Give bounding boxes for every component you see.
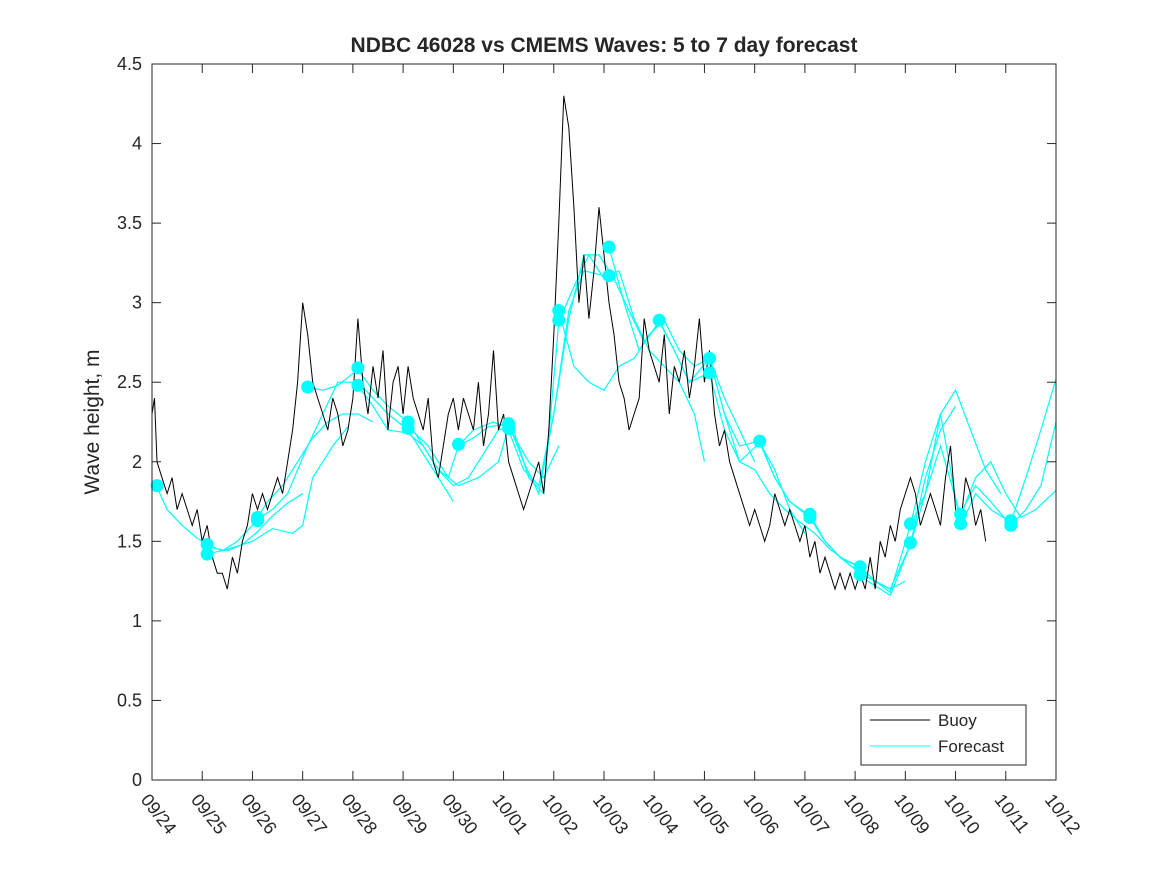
forecast-marker [954,507,968,521]
forecast-line-17 [909,378,1057,528]
forecast-marker [602,269,616,283]
legend-forecast-label: Forecast [938,737,1004,756]
forecast-line-2 [206,413,374,552]
forecast-marker [853,568,867,582]
buoy-line-group [151,95,987,591]
plot-area [150,63,1057,781]
forecast-marker [251,514,264,528]
forecast-marker [401,421,415,435]
forecast-marker [954,517,968,531]
forecast-marker [602,240,616,254]
forecast-marker [903,517,917,531]
forecast-marker [552,313,566,327]
y-axis-label: Wave height, m [81,349,104,494]
buoy-line [151,95,987,591]
y-tick-label: 2 [132,452,142,472]
y-tick-label: 1 [132,611,142,631]
forecast-marker [652,313,666,327]
y-axis: 0 0.5 1 1.5 2 2.5 3 3.5 4 4.5 [117,54,1056,790]
forecast-marker [703,366,716,380]
forecast-marker [351,361,365,375]
y-tick-label: 3.5 [117,213,142,233]
forecast-marker [200,547,214,561]
forecast-marker [552,304,566,318]
forecast-marker [150,479,164,493]
legend: Buoy Forecast [860,704,1027,766]
forecast-marker [803,511,817,524]
forecast-marker [351,378,365,392]
forecast-marker [703,351,716,365]
legend-box [860,704,1027,766]
y-tick-label: 4 [132,134,142,154]
forecast-marker [903,536,917,550]
forecast-line-3 [207,426,349,555]
forecast-marker [502,421,516,435]
forecast-line-1 [156,486,304,552]
y-tick-label: 0.5 [117,690,142,710]
forecast-line-10 [558,310,756,463]
y-tick-label: 0 [132,770,142,790]
legend-buoy-label: Buoy [938,711,977,730]
y-tick-label: 4.5 [117,54,142,74]
forecast-marker [200,538,214,551]
forecast-marker [451,437,465,451]
y-tick-label: 2.5 [117,372,142,392]
y-tick-label: 3 [132,293,142,313]
forecast-markers [150,240,1018,582]
plot-background [152,64,1056,780]
chart-title: NDBC 46028 vs CMEMS Waves: 5 to 7 day fo… [351,34,858,57]
y-tick-label: 1.5 [117,531,142,551]
forecast-marker [753,434,767,448]
forecast-marker [1004,518,1018,532]
forecast-marker [301,380,315,394]
